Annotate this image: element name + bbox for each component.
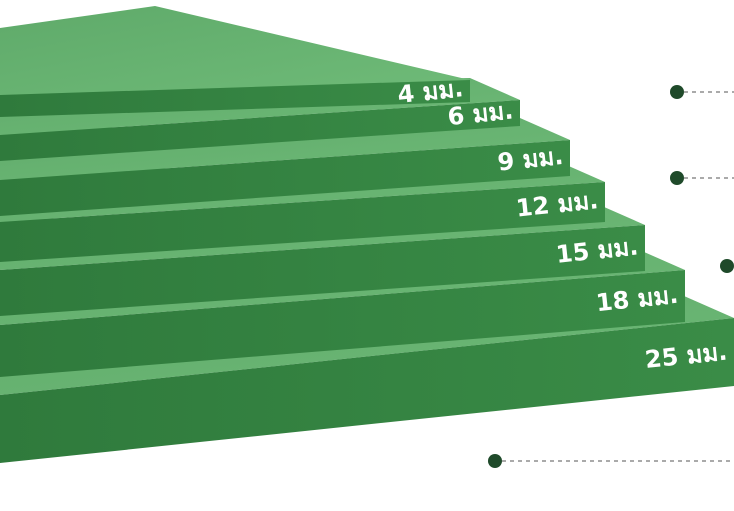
board-edge <box>0 100 520 161</box>
board-edge <box>0 140 570 216</box>
marker-dot <box>670 171 684 185</box>
marker-dot <box>720 259 734 273</box>
boards: 25 มม.18 มม.15 มม.12 มม.9 มม.6 มม.4 มม. <box>0 6 734 463</box>
board-edge <box>0 318 734 463</box>
marker-dot <box>670 85 684 99</box>
board-edge <box>0 270 685 377</box>
marker-dot <box>488 454 502 468</box>
callout-markers <box>488 85 734 468</box>
board-edge <box>0 182 605 262</box>
thickness-label: 4 มม. <box>396 74 464 109</box>
thickness-label: 9 มม. <box>496 142 564 177</box>
board-top <box>0 6 470 95</box>
board-edge <box>0 80 470 117</box>
board-edge <box>0 225 645 316</box>
